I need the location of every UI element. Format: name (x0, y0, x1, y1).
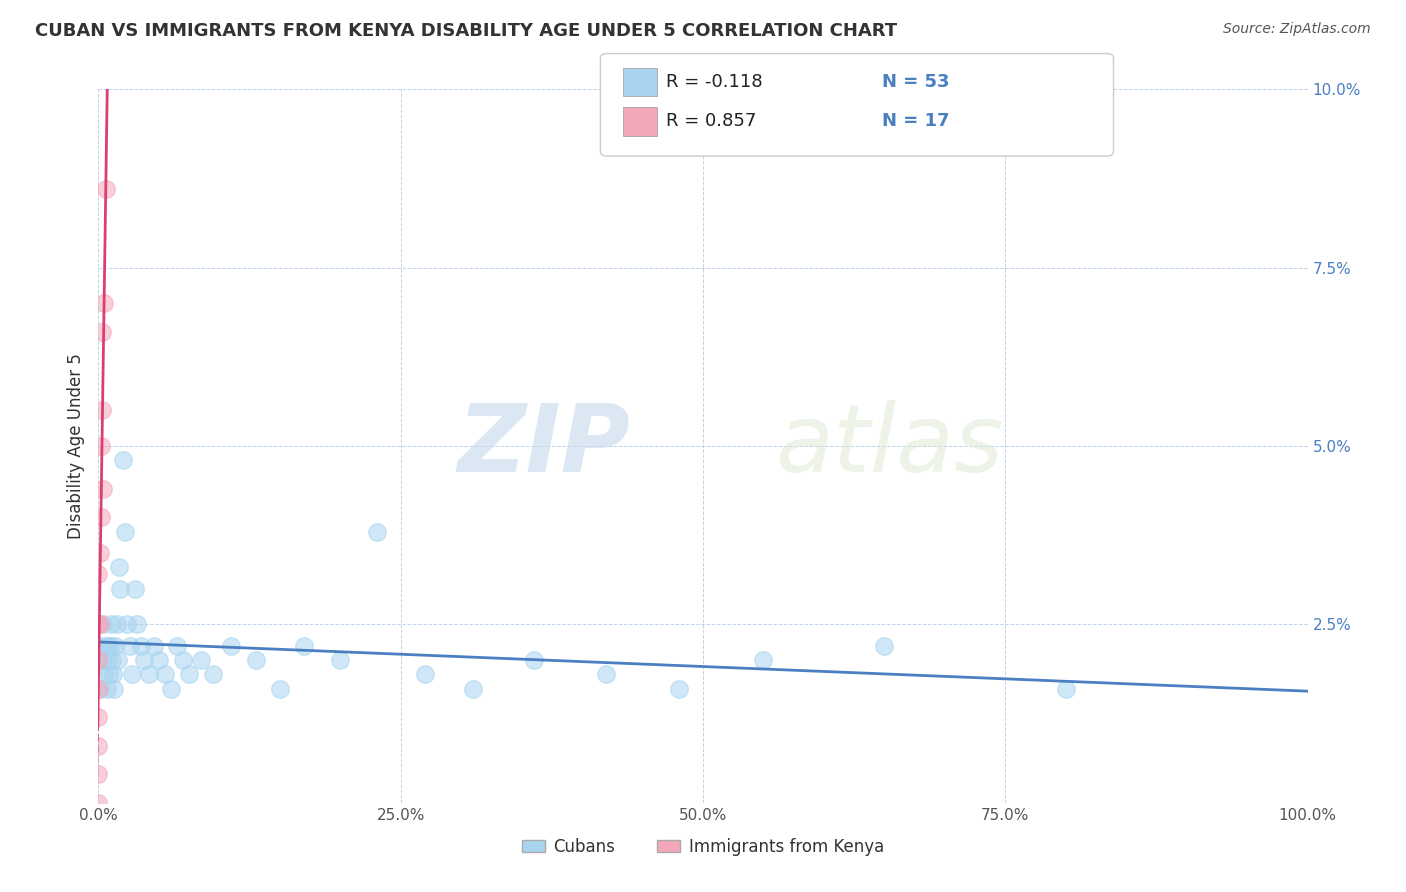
Point (108, 582, 131, 596)
Point (89, 546, 111, 560)
Point (160, 681, 183, 696)
Point (98, 667, 121, 681)
Point (752, 653, 775, 667)
Point (190, 653, 212, 667)
Point (101, 667, 124, 681)
Point (166, 639, 188, 653)
Point (143, 639, 166, 653)
Text: ZIP: ZIP (457, 400, 630, 492)
Point (108, 560, 131, 574)
Point (100, 639, 122, 653)
Point (873, 639, 896, 653)
Point (87, 767, 110, 781)
Point (91, 653, 114, 667)
Point (87, 653, 110, 667)
Point (366, 524, 388, 539)
Point (91, 325, 114, 339)
Point (103, 681, 125, 696)
Point (413, 667, 436, 681)
Text: atlas: atlas (776, 401, 1004, 491)
Point (523, 653, 546, 667)
Point (124, 582, 146, 596)
Text: R = 0.857: R = 0.857 (666, 112, 756, 130)
Point (91, 617, 114, 632)
Point (463, 681, 485, 696)
Point (129, 639, 152, 653)
Point (90, 439, 112, 453)
Point (107, 653, 129, 667)
Y-axis label: Disability Age Under 5: Disability Age Under 5 (66, 353, 84, 539)
Point (111, 453, 134, 467)
Point (172, 653, 194, 667)
Point (93, 667, 115, 681)
Point (114, 524, 136, 539)
Point (90, 510, 112, 524)
Point (89, 681, 111, 696)
Point (668, 681, 690, 696)
Point (96, 653, 118, 667)
Point (87, 567, 110, 582)
Point (100, 653, 122, 667)
Point (121, 667, 143, 681)
Point (96, 681, 118, 696)
Text: R = -0.118: R = -0.118 (666, 73, 763, 91)
Point (595, 667, 617, 681)
Text: N = 17: N = 17 (882, 112, 949, 130)
Text: CUBAN VS IMMIGRANTS FROM KENYA DISABILITY AGE UNDER 5 CORRELATION CHART: CUBAN VS IMMIGRANTS FROM KENYA DISABILIT… (35, 22, 897, 40)
Point (100, 617, 122, 632)
Point (91, 482, 114, 496)
Text: Source: ZipAtlas.com: Source: ZipAtlas.com (1223, 22, 1371, 37)
Point (89, 617, 111, 632)
Point (153, 667, 176, 681)
Point (87, 681, 110, 696)
Point (117, 617, 139, 632)
Point (91, 403, 114, 417)
Point (1054, 681, 1077, 696)
Point (97, 639, 120, 653)
Point (179, 667, 201, 681)
Point (87, 796, 110, 810)
Point (87, 710, 110, 724)
Point (104, 639, 127, 653)
Point (89, 639, 111, 653)
Point (134, 653, 156, 667)
Point (94, 182, 117, 196)
Point (202, 667, 225, 681)
Point (94, 639, 117, 653)
Point (292, 639, 315, 653)
Point (329, 653, 352, 667)
Point (93, 296, 115, 310)
Point (221, 639, 243, 653)
Point (87, 739, 110, 753)
Point (105, 617, 128, 632)
Text: N = 53: N = 53 (882, 73, 949, 91)
Legend: Cubans, Immigrants from Kenya: Cubans, Immigrants from Kenya (515, 831, 891, 863)
Point (148, 653, 170, 667)
Point (127, 617, 149, 632)
Point (138, 667, 160, 681)
Point (245, 653, 267, 667)
Point (118, 639, 141, 653)
Point (87, 617, 110, 632)
Point (269, 681, 291, 696)
